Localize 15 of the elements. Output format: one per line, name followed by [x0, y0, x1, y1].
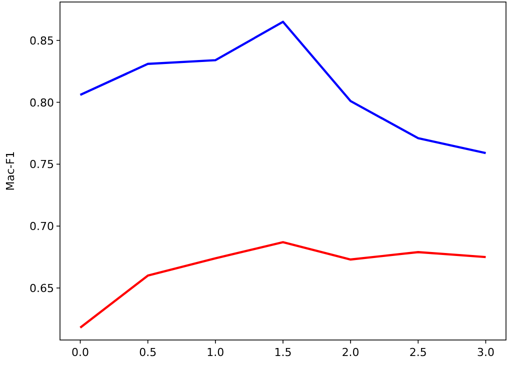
- x-tick-label: 2.5: [409, 346, 427, 359]
- y-tick-label: 0.85: [30, 34, 54, 48]
- y-tick-label: 0.65: [30, 282, 54, 295]
- x-tick-label: 0.0: [72, 346, 90, 359]
- y-tick-label: 0.80: [30, 96, 54, 110]
- y-tick-label: 0.75: [30, 158, 54, 172]
- x-tick-label: 2.0: [342, 346, 360, 359]
- y-axis-title: Mac-F1: [4, 151, 17, 191]
- x-tick-label: 0.5: [139, 346, 157, 359]
- x-tick-label: 1.5: [274, 346, 292, 359]
- line-series: [79, 241, 487, 329]
- y-tick-label: 0.70: [30, 220, 54, 234]
- line-series: [79, 20, 487, 154]
- x-tick-label: 1.0: [206, 346, 224, 359]
- x-tick-label: 3.0: [476, 346, 494, 359]
